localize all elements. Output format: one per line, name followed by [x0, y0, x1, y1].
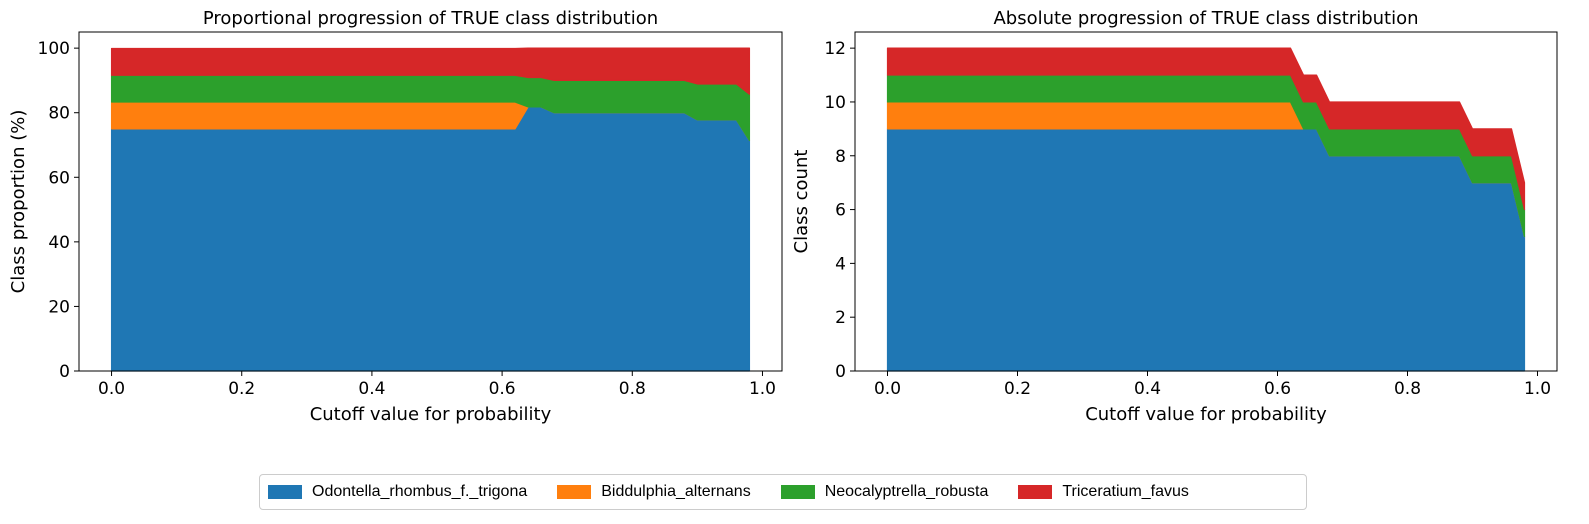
legend-label-neocalyptrella: Neocalyptrella_robusta — [824, 483, 989, 500]
x-tick-label: 0.8 — [619, 379, 646, 399]
x-axis-label: Cutoff value for probability — [1085, 404, 1327, 425]
legend-swatch-triceratium — [1018, 485, 1053, 499]
legend: Odontella_rhombus_f._trigona Biddulphia_… — [259, 474, 1307, 510]
area-odontella-rhombus-f-trigona — [886, 128, 1526, 372]
x-tick-label: 0.6 — [1264, 379, 1291, 399]
legend-swatch-odontella — [268, 485, 302, 499]
y-tick-label: 4 — [835, 254, 846, 274]
x-tick-label: 0.2 — [1004, 379, 1031, 399]
chart-panel-prop: 0.0 0.2 0.4 0.6 0.8 1.0 0 20 40 60 80 100 Proportion… — [8, 8, 783, 425]
x-axis-label: Cutoff value for probability — [310, 404, 552, 425]
y-tick-label: 0 — [59, 362, 70, 382]
y-tick-label: 12 — [824, 39, 846, 59]
y-tick-label: 20 — [48, 297, 70, 317]
legend-label-odontella: Odontella_rhombus_f._trigona — [312, 483, 528, 500]
y-tick-label: 100 — [38, 39, 70, 59]
x-tick-label: 1.0 — [749, 379, 776, 399]
y-tick-label: 8 — [835, 147, 846, 167]
y-tick-label: 10 — [824, 93, 846, 113]
x-tick-label: 1.0 — [1524, 379, 1551, 399]
legend-label-biddulphia: Biddulphia_alternans — [601, 483, 751, 500]
legend-item-neocalyptrella: Neocalyptrella_robusta — [780, 483, 989, 501]
area-triceratium-favus — [110, 47, 751, 95]
area-odontella-rhombus-f-trigona — [110, 106, 751, 372]
plot-frame — [854, 31, 1558, 372]
y-tick-label: 80 — [48, 104, 70, 124]
plot-frame — [78, 31, 783, 372]
y-tick-label: 2 — [835, 308, 846, 328]
x-tick-label: 0.0 — [98, 379, 125, 399]
legend-swatch-biddulphia — [557, 485, 592, 499]
legend-swatch-neocalyptrella — [780, 485, 815, 499]
area-triceratium-favus — [886, 47, 1526, 211]
y-tick-label: 60 — [48, 168, 70, 188]
x-tick-label: 0.4 — [358, 379, 385, 399]
x-tick-label: 0.8 — [1394, 379, 1421, 399]
legend-item-triceratium: Triceratium_favus — [1018, 483, 1189, 501]
chart-panel-abs: 0.0 0.2 0.4 0.6 0.8 1.0 0 2 4 6 8 10 12 Absolute prog… — [791, 8, 1558, 425]
legend-item-biddulphia: Biddulphia_alternans — [557, 483, 751, 501]
x-tick-label: 0.0 — [874, 379, 901, 399]
legend-item-odontella: Odontella_rhombus_f._trigona — [268, 483, 527, 501]
chart-title: Proportional progression of TRUE class d… — [203, 8, 658, 29]
x-tick-label: 0.6 — [489, 379, 516, 399]
y-tick-label: 6 — [835, 201, 846, 221]
legend-label-triceratium: Triceratium_favus — [1062, 483, 1189, 500]
x-tick-label: 0.2 — [228, 379, 255, 399]
y-axis-label: Class proportion (%) — [8, 110, 29, 294]
y-tick-label: 40 — [48, 233, 70, 253]
x-tick-label: 0.4 — [1134, 379, 1161, 399]
chart-title: Absolute progression of TRUE class distr… — [993, 8, 1418, 29]
y-tick-label: 0 — [835, 362, 846, 382]
y-axis-label: Class count — [791, 150, 812, 254]
